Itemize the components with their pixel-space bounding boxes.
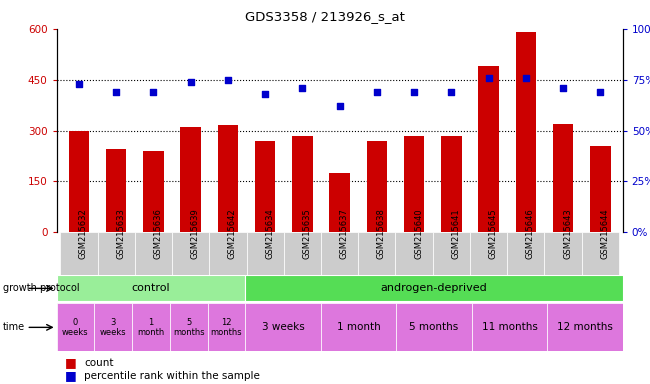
Text: GSM215636: GSM215636 bbox=[153, 208, 162, 259]
Text: 0
weeks: 0 weeks bbox=[62, 318, 89, 337]
Bar bbox=[321, 232, 358, 275]
Bar bbox=[330, 173, 350, 232]
Text: time: time bbox=[3, 322, 25, 333]
Bar bbox=[246, 232, 284, 275]
Bar bbox=[143, 151, 164, 232]
Bar bbox=[132, 303, 170, 351]
Bar bbox=[106, 149, 126, 232]
Bar bbox=[284, 232, 321, 275]
Text: GSM215641: GSM215641 bbox=[451, 208, 460, 259]
Bar bbox=[404, 136, 424, 232]
Text: GSM215634: GSM215634 bbox=[265, 208, 274, 259]
Point bbox=[484, 74, 494, 81]
Point bbox=[521, 74, 531, 81]
Bar bbox=[582, 232, 619, 275]
Text: GSM215644: GSM215644 bbox=[601, 208, 609, 259]
Bar bbox=[245, 303, 320, 351]
Bar bbox=[135, 232, 172, 275]
Bar bbox=[245, 275, 623, 301]
Bar bbox=[470, 232, 507, 275]
Text: 5
months: 5 months bbox=[173, 318, 205, 337]
Bar bbox=[69, 131, 89, 232]
Text: GSM215645: GSM215645 bbox=[489, 208, 498, 259]
Text: 3 weeks: 3 weeks bbox=[262, 322, 304, 333]
Text: growth protocol: growth protocol bbox=[3, 283, 80, 293]
Text: percentile rank within the sample: percentile rank within the sample bbox=[84, 371, 261, 381]
Point bbox=[297, 85, 307, 91]
Text: 3
weeks: 3 weeks bbox=[100, 318, 127, 337]
Point bbox=[73, 81, 84, 87]
Text: 1 month: 1 month bbox=[337, 322, 380, 333]
Bar bbox=[553, 124, 573, 232]
Bar bbox=[367, 141, 387, 232]
Text: GSM215638: GSM215638 bbox=[377, 208, 386, 259]
Text: GSM215633: GSM215633 bbox=[116, 208, 125, 259]
Text: count: count bbox=[84, 358, 114, 368]
Text: androgen-deprived: androgen-deprived bbox=[381, 283, 488, 293]
Bar bbox=[170, 303, 207, 351]
Bar bbox=[292, 136, 313, 232]
Text: GSM215632: GSM215632 bbox=[79, 208, 88, 259]
Bar bbox=[320, 303, 396, 351]
Bar bbox=[441, 136, 461, 232]
Text: 1
month: 1 month bbox=[137, 318, 164, 337]
Point bbox=[260, 91, 270, 97]
Text: GSM215646: GSM215646 bbox=[526, 208, 535, 259]
Bar bbox=[172, 232, 209, 275]
Bar bbox=[218, 126, 238, 232]
Text: GSM215643: GSM215643 bbox=[563, 208, 572, 259]
Point bbox=[409, 89, 419, 95]
Text: GSM215640: GSM215640 bbox=[414, 208, 423, 259]
Bar bbox=[547, 303, 623, 351]
Bar bbox=[57, 275, 245, 301]
Bar bbox=[209, 232, 246, 275]
Text: ■: ■ bbox=[65, 356, 77, 369]
Point bbox=[111, 89, 122, 95]
Text: 12
months: 12 months bbox=[211, 318, 242, 337]
Bar bbox=[433, 232, 470, 275]
Bar bbox=[472, 303, 547, 351]
Bar bbox=[57, 303, 94, 351]
Point bbox=[595, 89, 606, 95]
Text: 12 months: 12 months bbox=[557, 322, 613, 333]
Text: GDS3358 / 213926_s_at: GDS3358 / 213926_s_at bbox=[245, 10, 405, 23]
Bar bbox=[395, 232, 433, 275]
Bar bbox=[98, 232, 135, 275]
Bar bbox=[60, 232, 98, 275]
Point bbox=[223, 76, 233, 83]
Bar bbox=[545, 232, 582, 275]
Point bbox=[372, 89, 382, 95]
Bar bbox=[478, 66, 499, 232]
Bar bbox=[396, 303, 472, 351]
Point bbox=[334, 103, 345, 109]
Bar bbox=[255, 141, 276, 232]
Text: control: control bbox=[131, 283, 170, 293]
Text: GSM215639: GSM215639 bbox=[190, 208, 200, 259]
Bar bbox=[181, 127, 201, 232]
Text: GSM215635: GSM215635 bbox=[302, 208, 311, 259]
Text: 11 months: 11 months bbox=[482, 322, 538, 333]
Text: 5 months: 5 months bbox=[410, 322, 459, 333]
Bar bbox=[590, 146, 610, 232]
Point bbox=[148, 89, 159, 95]
Bar bbox=[358, 232, 395, 275]
Bar bbox=[507, 232, 545, 275]
Bar bbox=[207, 303, 245, 351]
Text: GSM215637: GSM215637 bbox=[339, 208, 348, 259]
Bar bbox=[515, 32, 536, 232]
Text: GSM215642: GSM215642 bbox=[228, 208, 237, 259]
Text: ■: ■ bbox=[65, 369, 77, 382]
Point bbox=[558, 85, 568, 91]
Bar bbox=[94, 303, 132, 351]
Point bbox=[185, 79, 196, 85]
Point bbox=[446, 89, 456, 95]
